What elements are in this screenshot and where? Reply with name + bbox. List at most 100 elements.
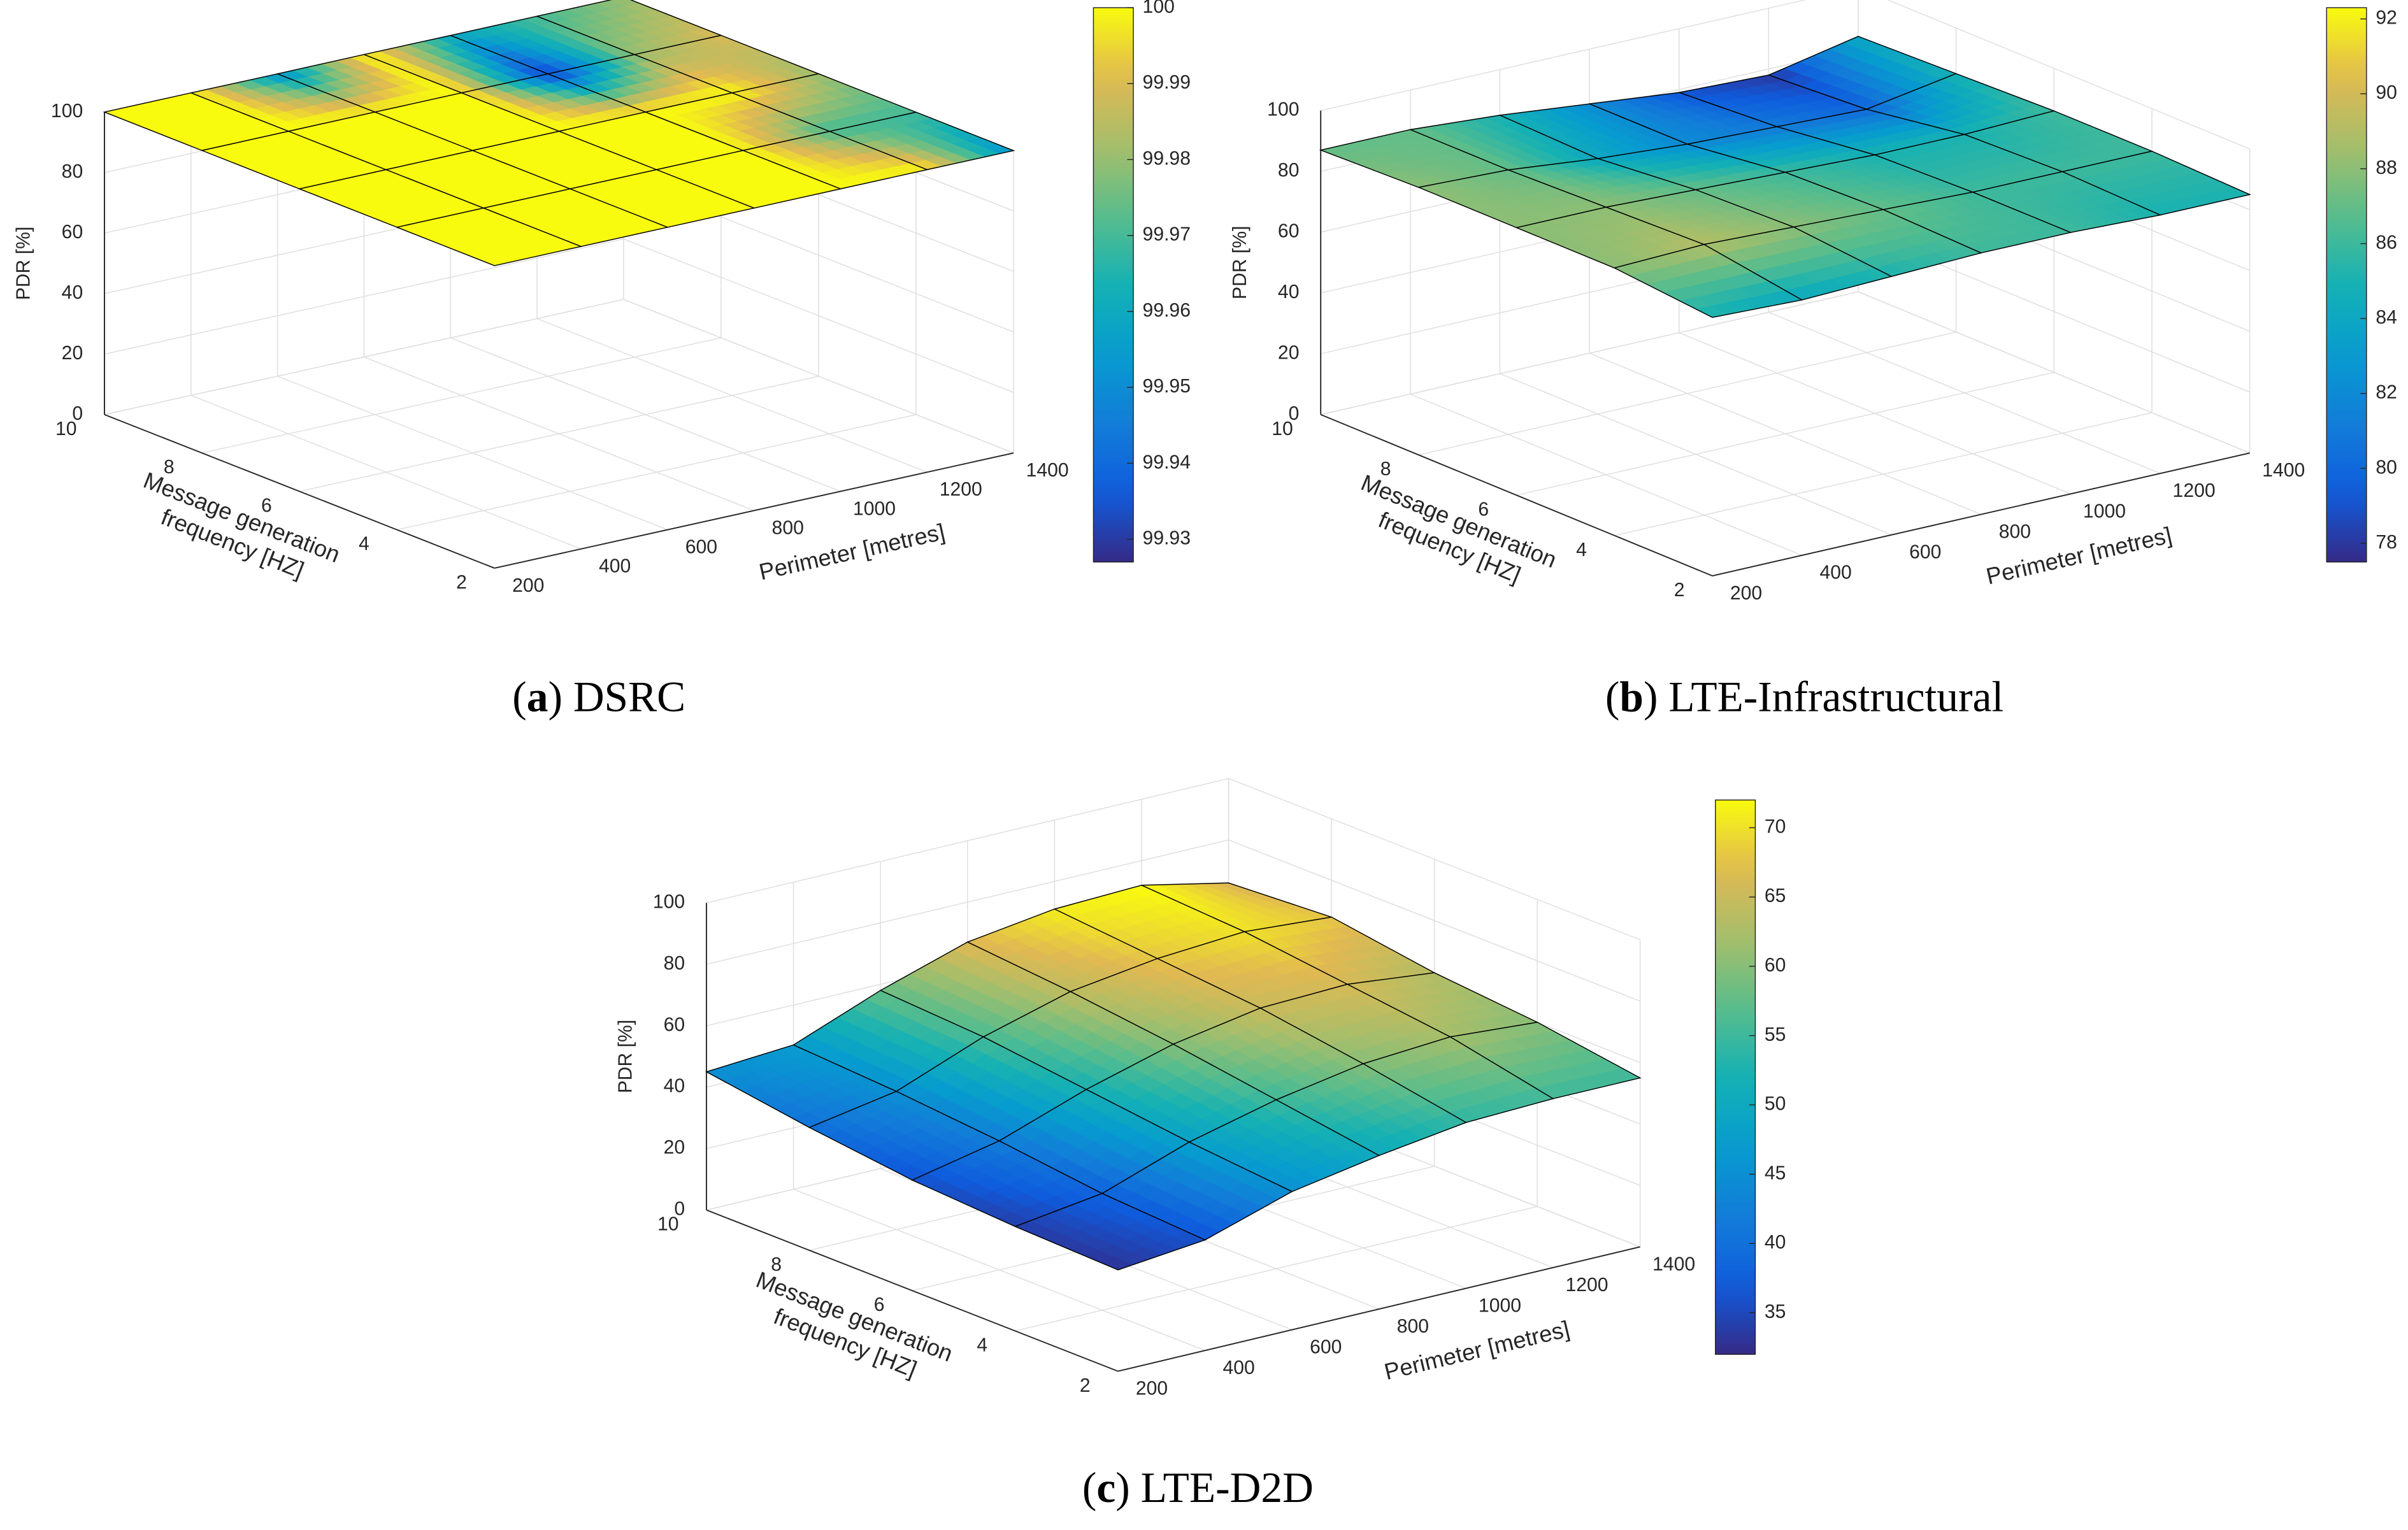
colorbar-tick-label: 70: [1765, 816, 1786, 837]
colorbar-tick-label: 50: [1765, 1094, 1786, 1115]
y-tick-label: 8: [1380, 459, 1391, 480]
surface-edge: [1613, 243, 1803, 318]
z-tick-label: 40: [62, 282, 83, 303]
y-tick-label: 6: [874, 1294, 885, 1315]
x-tick-label: 1400: [1026, 460, 1069, 481]
x-tick-label: 1400: [1652, 1254, 1695, 1275]
surface-cell: [1275, 1063, 1468, 1156]
grid-line: [104, 299, 624, 415]
surface-cell: [633, 34, 821, 94]
axis-line: [1320, 413, 1713, 576]
surface-cell: [1508, 158, 1696, 208]
colorbar-tick-label: 99.99: [1143, 72, 1191, 93]
surface-cell: [482, 188, 670, 247]
surface-cell: [1172, 1007, 1365, 1101]
colorbar-tick-label: 82: [2376, 382, 2397, 403]
surface-cell: [1604, 189, 1796, 245]
z-tick-label: 100: [51, 101, 83, 122]
grid-line: [1321, 291, 1859, 415]
z-tick-label: 100: [653, 891, 685, 912]
colorbar-tick-label: 99.97: [1143, 224, 1191, 245]
colorbar-tick-label: 80: [2376, 457, 2397, 478]
surface-cell: [384, 150, 572, 209]
surface-cell: [557, 111, 745, 171]
surface-cell: [1259, 983, 1452, 1064]
surface-cell: [966, 908, 1159, 992]
x-tick-label: 200: [512, 575, 544, 596]
x-tick-label: 1000: [1479, 1295, 1521, 1316]
grid-line: [1321, 0, 1807, 111]
colorbar-tick-label: 99.96: [1143, 300, 1191, 321]
z-tick-label: 40: [1278, 282, 1300, 303]
z-axis-label: PDR [%]: [13, 227, 34, 301]
grid-line: [1228, 778, 1640, 941]
axis-line: [104, 413, 495, 569]
caption-part: ) LTE-Infrastructural: [1644, 673, 2003, 721]
colorbar-tick-label: 92: [2376, 8, 2397, 29]
surface-cell: [1362, 1036, 1554, 1123]
surface-cell: [1613, 243, 1803, 318]
caption: (b) LTE-Infrastructural: [1605, 673, 2003, 721]
z-tick-label: 20: [62, 343, 83, 364]
surface-cell: [373, 92, 561, 152]
surface-cell: [276, 54, 463, 113]
surface-cell: [1243, 917, 1436, 985]
surface-edge: [1014, 1192, 1207, 1271]
surface-cell: [828, 111, 1015, 171]
surface-cell: [730, 73, 918, 132]
axis-line: [1712, 452, 2250, 576]
surface-cell: [200, 131, 388, 190]
colorbar-tick-label: 35: [1765, 1301, 1786, 1322]
surface-cell: [808, 1090, 1001, 1181]
surface-cell: [1319, 129, 1510, 188]
grid-line: [1858, 291, 2250, 454]
surface-cell: [1873, 134, 2064, 193]
z-axis-label: PDR [%]: [1229, 225, 1251, 299]
y-tick-label: 10: [1272, 418, 1293, 440]
x-tick-label: 800: [1999, 521, 2031, 542]
surface-cell: [1141, 882, 1332, 933]
x-tick-label: 600: [685, 537, 717, 558]
z-tick-label: 80: [1278, 160, 1300, 181]
colorbar-tick-label: 78: [2376, 532, 2397, 553]
surface-cell: [1694, 171, 1885, 228]
z-tick-label: 0: [674, 1199, 685, 1220]
surface-cell: [459, 73, 647, 132]
caption-part: c: [1096, 1464, 1115, 1512]
y-tick-label: 6: [261, 495, 272, 516]
surface-edge: [395, 207, 583, 266]
colorbar-tick-label: 100: [1143, 0, 1175, 17]
y-tick-label: 4: [359, 534, 369, 555]
y-tick-label: 2: [1080, 1375, 1091, 1396]
colorbar: [1715, 799, 1756, 1355]
surface-cell: [1156, 931, 1349, 1009]
z-tick-label: 100: [1267, 99, 1299, 120]
x-tick-label: 800: [772, 517, 804, 538]
caption-part: ) LTE-D2D: [1115, 1464, 1314, 1512]
grid-line: [1886, 0, 2250, 150]
surface-cell: [1188, 1099, 1380, 1192]
axis-line: [494, 452, 1014, 569]
caption-part: (: [1605, 673, 1619, 721]
grid-line: [201, 337, 721, 454]
colorbar-tick-label: 88: [2376, 157, 2397, 178]
surface-cell: [1881, 191, 2072, 254]
surface-cell: [297, 169, 485, 228]
z-tick-label: 20: [1278, 342, 1300, 363]
x-tick-label: 400: [1819, 562, 1851, 583]
axis-line: [1117, 1246, 1640, 1372]
surface-cell: [1101, 1141, 1293, 1241]
x-tick-label: 1200: [1566, 1275, 1609, 1296]
surface-cell: [189, 73, 377, 132]
caption: (c) LTE-D2D: [1082, 1464, 1314, 1512]
z-tick-label: 60: [664, 1014, 685, 1035]
surface-cell: [643, 92, 831, 152]
caption-part: b: [1619, 673, 1644, 721]
grid-line: [1015, 1206, 1538, 1332]
caption: (a) DSRC: [512, 673, 685, 721]
x-tick-label: 200: [1730, 583, 1762, 604]
x-tick-label: 1000: [2083, 501, 2126, 522]
surface-cell: [1449, 1022, 1642, 1099]
z-tick-label: 60: [1278, 220, 1300, 241]
